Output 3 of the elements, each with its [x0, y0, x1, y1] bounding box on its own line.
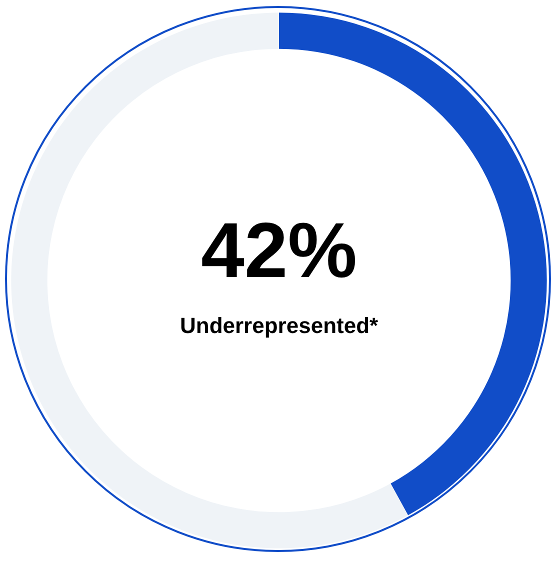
data-label: 42% [201, 206, 358, 294]
slice-label: Underrepresented* [180, 313, 379, 338]
donut-slice [12, 12, 408, 548]
